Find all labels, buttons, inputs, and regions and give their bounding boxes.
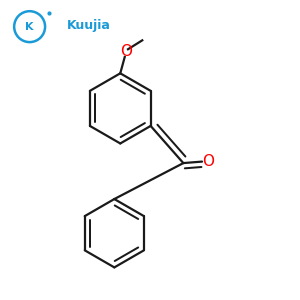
Text: O: O <box>202 154 214 169</box>
Text: O: O <box>120 44 132 59</box>
Text: K: K <box>26 22 34 32</box>
Text: Kuujia: Kuujia <box>67 19 110 32</box>
